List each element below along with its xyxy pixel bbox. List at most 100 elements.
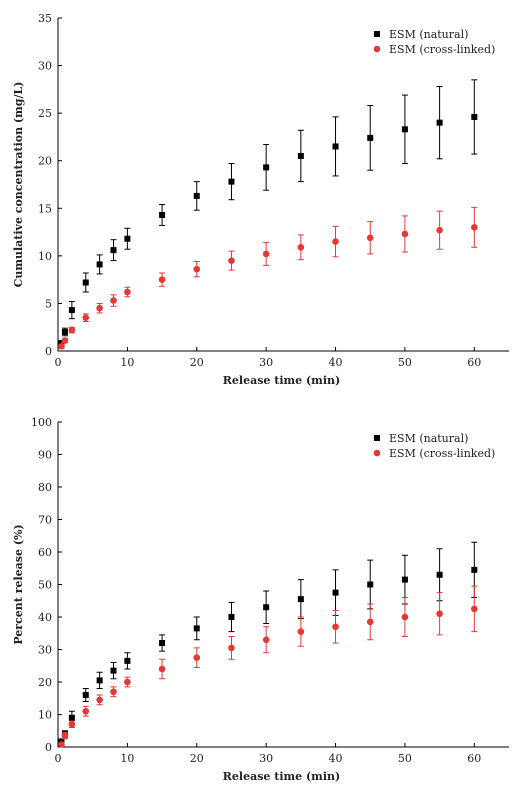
y-tick-label: 90 bbox=[38, 449, 52, 462]
x-tick-label: 50 bbox=[398, 356, 412, 369]
data-point-square bbox=[96, 261, 103, 268]
data-point-circle bbox=[332, 623, 339, 631]
data-point-circle bbox=[96, 696, 103, 704]
y-axis-title: Percent release (%) bbox=[12, 524, 25, 644]
data-point-circle bbox=[61, 732, 69, 739]
x-tick-label: 0 bbox=[55, 752, 62, 765]
series-cross-linked bbox=[58, 206, 478, 350]
y-tick-label: 5 bbox=[45, 297, 52, 310]
data-point-square bbox=[110, 247, 117, 254]
y-tick-label: 10 bbox=[38, 709, 52, 722]
data-point-circle bbox=[193, 654, 201, 661]
data-point-square bbox=[228, 178, 235, 185]
data-point-square bbox=[68, 307, 75, 314]
data-point-circle bbox=[436, 610, 443, 618]
data-point-square bbox=[61, 328, 68, 335]
data-point-circle bbox=[58, 342, 65, 350]
data-point-square bbox=[297, 152, 304, 159]
data-point-circle bbox=[193, 265, 201, 273]
data-point-square bbox=[332, 589, 339, 596]
data-point-circle bbox=[262, 636, 270, 644]
data-point-square bbox=[332, 143, 339, 150]
y-tick-label: 30 bbox=[38, 60, 52, 73]
x-tick-label: 20 bbox=[190, 356, 204, 369]
y-tick-label: 25 bbox=[38, 107, 52, 120]
x-tick-label: 30 bbox=[259, 752, 273, 765]
data-point-circle bbox=[228, 644, 235, 652]
y-tick-label: 10 bbox=[38, 250, 52, 263]
data-point-circle bbox=[68, 720, 76, 728]
x-tick-label: 40 bbox=[329, 752, 343, 765]
data-point-circle bbox=[68, 326, 76, 334]
data-point-circle bbox=[61, 337, 69, 344]
chart-cumulative-concentration: 0 5 10 15 20 25 30 35 0 10 20 30 40 50 60 Release time … bbox=[12, 12, 509, 387]
data-point-square bbox=[110, 667, 117, 674]
x-tick-label: 60 bbox=[467, 356, 481, 369]
data-point-circle bbox=[124, 678, 131, 686]
data-point-circle bbox=[82, 707, 90, 715]
series-natural bbox=[58, 79, 478, 347]
data-point-circle bbox=[366, 234, 374, 242]
data-point-circle bbox=[58, 741, 65, 748]
x-tick-label: 0 bbox=[55, 356, 62, 369]
x-tick-label: 50 bbox=[398, 752, 412, 765]
x-tick-label: 60 bbox=[467, 752, 481, 765]
data-point-square bbox=[124, 235, 131, 242]
data-point-circle bbox=[332, 238, 339, 245]
y-axis-title: Cumulative concentration (mg/L) bbox=[12, 82, 25, 288]
data-point-circle bbox=[124, 288, 131, 296]
data-point-circle bbox=[401, 613, 409, 621]
data-point-circle bbox=[96, 304, 103, 312]
y-tick-label: 40 bbox=[38, 611, 52, 624]
data-point-circle bbox=[297, 628, 305, 635]
legend-marker-circle bbox=[373, 449, 381, 457]
y-tick-label: 20 bbox=[38, 155, 52, 168]
y-tick-label: 15 bbox=[38, 202, 52, 215]
data-point-square bbox=[193, 625, 200, 632]
data-point-square bbox=[159, 211, 166, 218]
y-tick-label: 0 bbox=[45, 345, 52, 358]
legend-marker-square bbox=[374, 435, 380, 441]
legend-label: ESM (natural) bbox=[389, 432, 468, 445]
data-point-circle bbox=[471, 224, 478, 231]
data-point-circle bbox=[82, 314, 90, 322]
data-point-circle bbox=[110, 297, 117, 304]
y-tick-label: 100 bbox=[31, 416, 52, 429]
data-point-circle bbox=[158, 665, 166, 673]
data-point-square bbox=[159, 640, 166, 646]
legend-marker-square bbox=[374, 31, 380, 37]
data-point-circle bbox=[262, 250, 270, 258]
y-tick-label: 70 bbox=[38, 514, 52, 527]
data-point-circle bbox=[228, 257, 235, 264]
y-tick-label: 80 bbox=[38, 481, 52, 494]
data-point-square bbox=[193, 192, 200, 199]
data-point-circle bbox=[366, 618, 374, 626]
x-axis-title: Release time (min) bbox=[223, 770, 340, 783]
data-point-circle bbox=[436, 226, 443, 234]
data-point-square bbox=[68, 714, 75, 721]
data-point-square bbox=[263, 604, 270, 611]
legend-marker-circle bbox=[373, 45, 381, 53]
data-point-square bbox=[228, 614, 235, 620]
y-tick-label: 20 bbox=[38, 676, 52, 689]
data-point-circle bbox=[110, 688, 117, 696]
y-tick-label: 60 bbox=[38, 546, 52, 559]
data-point-square bbox=[263, 164, 270, 171]
data-point-circle bbox=[158, 276, 166, 283]
data-point-square bbox=[124, 657, 131, 664]
legend-label: ESM (cross-linked) bbox=[389, 447, 495, 460]
y-tick-label: 50 bbox=[38, 579, 52, 592]
data-point-square bbox=[297, 596, 304, 603]
data-point-square bbox=[471, 113, 478, 120]
data-point-square bbox=[367, 581, 374, 588]
legend-label: ESM (cross-linked) bbox=[389, 43, 495, 56]
data-point-square bbox=[401, 576, 408, 583]
x-tick-label: 10 bbox=[120, 752, 134, 765]
series-cross-linked bbox=[58, 585, 478, 748]
x-tick-label: 20 bbox=[190, 752, 204, 765]
chart-percent-release: 0 10 20 30 40 50 60 70 80 90 100 0 10 20 30 40 50 60 Relea… bbox=[12, 416, 509, 783]
data-point-square bbox=[82, 279, 89, 286]
y-tick-label: 0 bbox=[45, 741, 52, 754]
